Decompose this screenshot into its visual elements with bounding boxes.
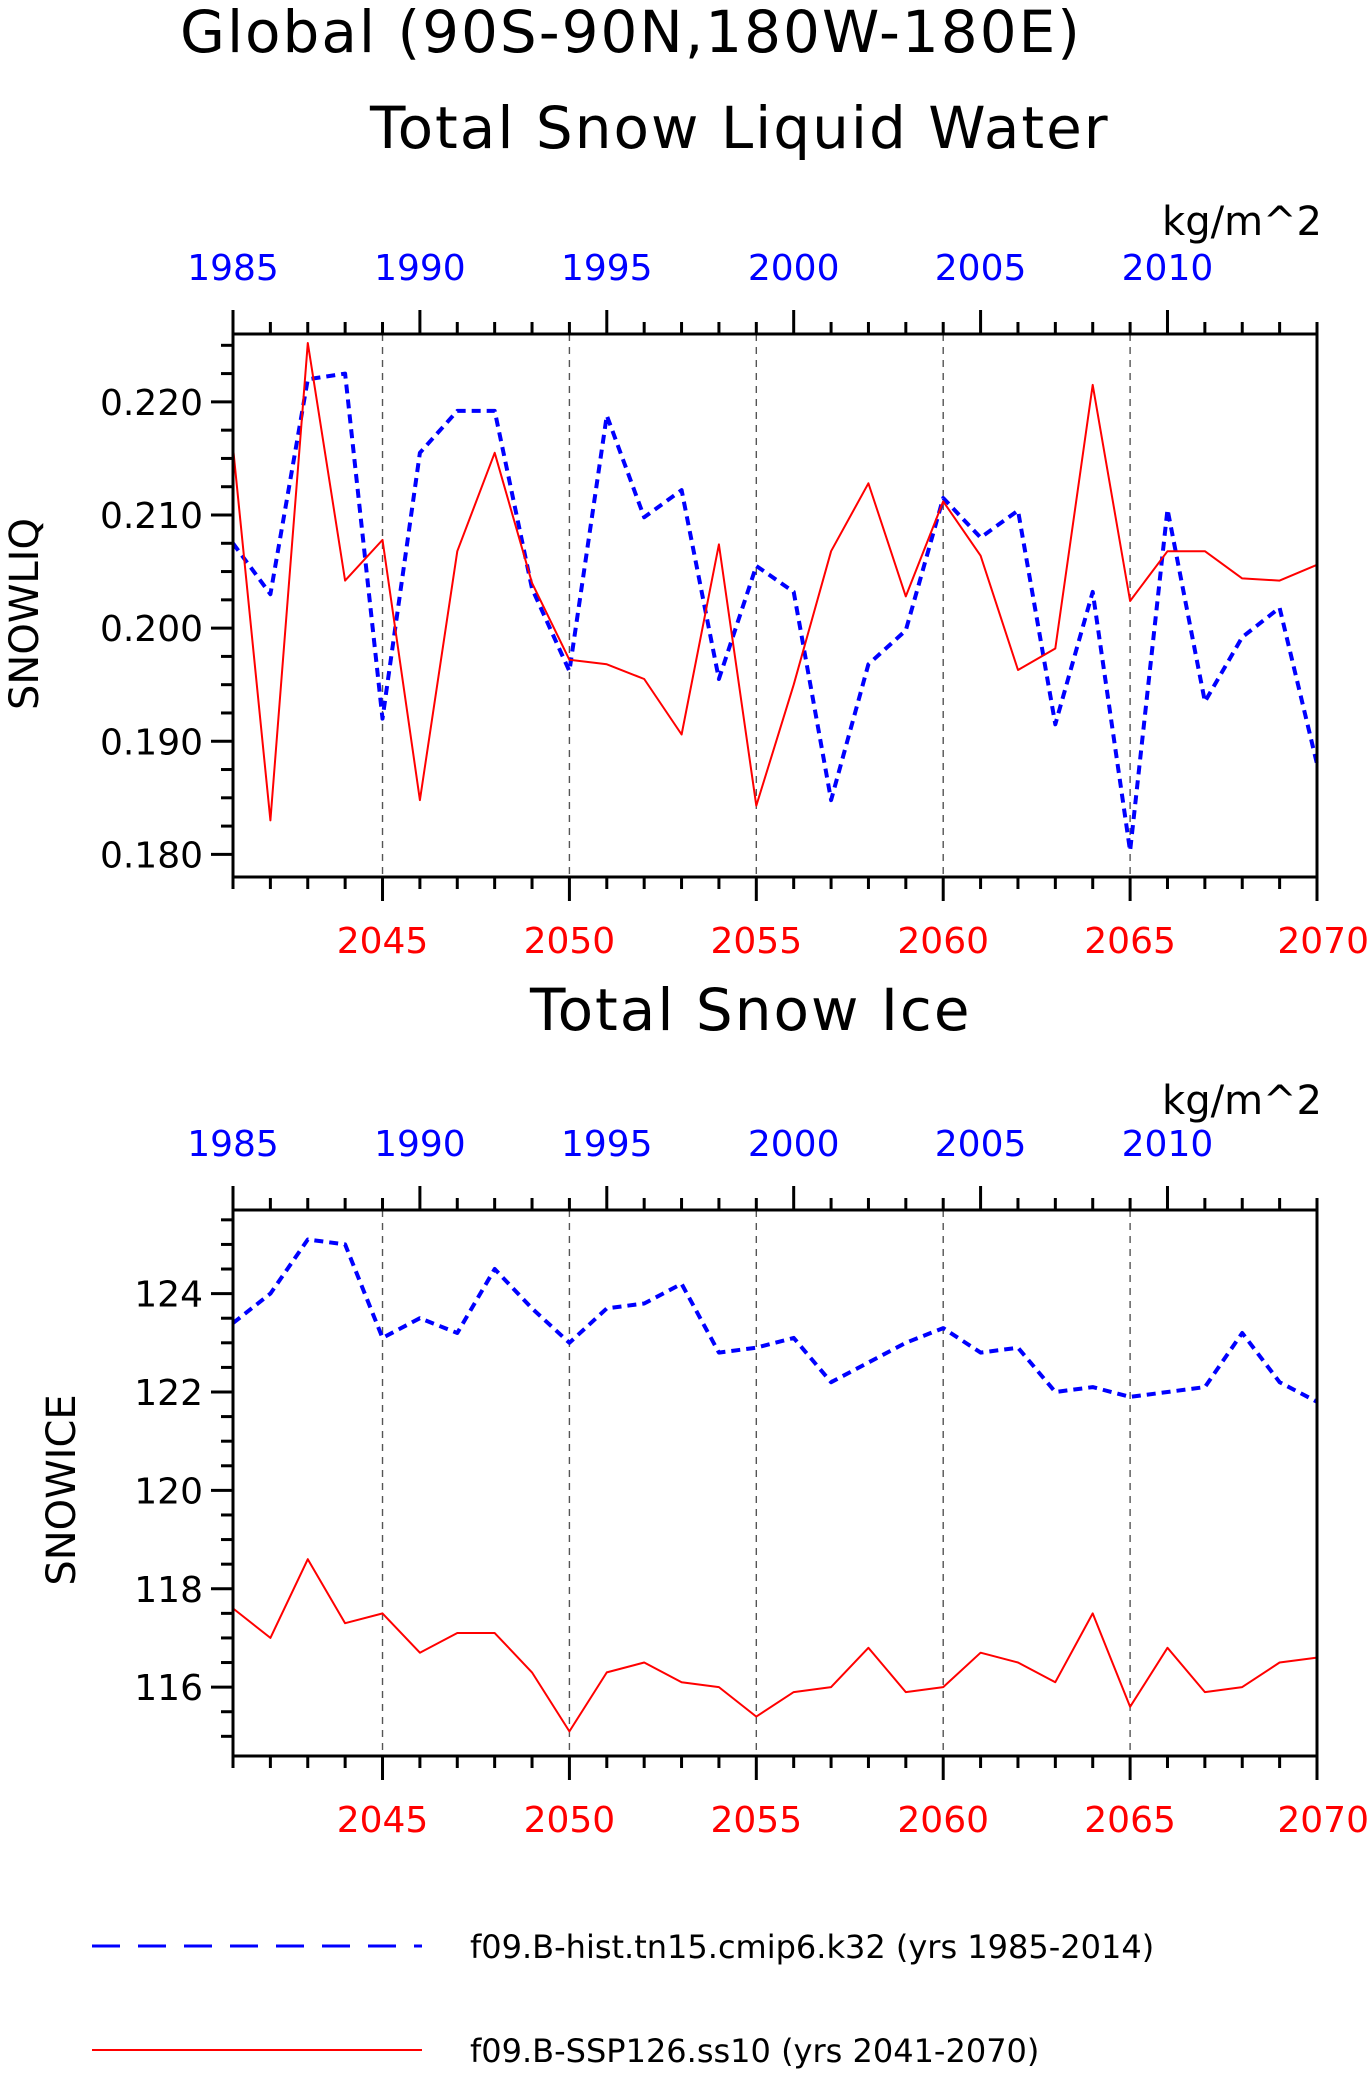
- vertical-grid: [381, 334, 1131, 877]
- y-tick-label: 124: [134, 1275, 203, 1316]
- bottom-tick-label: 2065: [1084, 1800, 1176, 1841]
- bottom-tick-label: 2055: [710, 921, 802, 962]
- y-axis-label: SNOWLIQ: [2, 518, 48, 710]
- top-tick-label: 2005: [935, 248, 1027, 289]
- top-tick-label: 1985: [187, 248, 279, 289]
- y-tick-label: 0.180: [100, 835, 203, 876]
- y-tick-label: 120: [134, 1471, 203, 1512]
- series-layer: [231, 1237, 1318, 1733]
- legend-label-ssp: f09.B-SSP126.ss10 (yrs 2041-2070): [470, 2032, 1039, 2070]
- bottom-tick-label: 2045: [337, 1800, 429, 1841]
- y-axis-label: SNOWICE: [39, 1394, 85, 1585]
- y-tick-label: 0.190: [100, 722, 203, 763]
- top-tick-label: 1995: [561, 1124, 653, 1165]
- y-tick-label: 122: [134, 1373, 203, 1414]
- series-line-hist: [231, 1237, 1318, 1404]
- chart-panel-snowliq: Total Snow Liquid Water kg/m^2 SNOWLIQ 0…: [2, 94, 1369, 962]
- plot-frame: [231, 332, 1319, 879]
- series-line-ssp: [232, 1558, 1318, 1733]
- y-tick-label: 116: [134, 1668, 203, 1709]
- y-tick-label: 0.210: [100, 496, 203, 537]
- chart-panel-snowice: Total Snow Ice kg/m^2 SNOWICE 1161181201…: [39, 976, 1369, 1841]
- tick-marks: [211, 1186, 1319, 1780]
- top-tick-label: 1990: [374, 1124, 466, 1165]
- bottom-axis-tick-labels: 2045 2050 2055 2060 2065 2070: [337, 921, 1369, 962]
- y-tick-label: 0.200: [100, 609, 203, 650]
- top-tick-label: 2005: [935, 1124, 1027, 1165]
- bottom-tick-label: 2050: [524, 1800, 616, 1841]
- chart-title: Total Snow Liquid Water: [369, 94, 1110, 162]
- top-tick-label: 1985: [187, 1124, 279, 1165]
- top-tick-label: 1990: [374, 248, 466, 289]
- top-tick-label: 2010: [1122, 248, 1214, 289]
- bottom-axis-tick-labels: 2045 2050 2055 2060 2065 2070: [337, 1800, 1369, 1841]
- top-axis-tick-labels: 1985 1990 1995 2000 2005 2010: [187, 1124, 1213, 1165]
- y-tick-labels: 116 118 120 122 124: [134, 1275, 203, 1710]
- legend: f09.B-hist.tn15.cmip6.k32 (yrs 1985-2014…: [92, 1928, 1154, 2070]
- legend-label-hist: f09.B-hist.tn15.cmip6.k32 (yrs 1985-2014…: [470, 1928, 1154, 1966]
- bottom-tick-label: 2070: [1277, 1800, 1369, 1841]
- page-title: Global (90S-90N,180W-180E): [180, 0, 1082, 66]
- top-tick-label: 1995: [561, 248, 653, 289]
- units-label: kg/m^2: [1162, 199, 1322, 245]
- bottom-tick-label: 2060: [897, 1800, 989, 1841]
- top-axis-tick-labels: 1985 1990 1995 2000 2005 2010: [187, 248, 1213, 289]
- units-label: kg/m^2: [1162, 1078, 1322, 1124]
- bottom-tick-label: 2045: [337, 921, 429, 962]
- y-tick-label: 118: [134, 1570, 203, 1611]
- vertical-grid: [381, 1210, 1131, 1756]
- plot-frame: [231, 1208, 1319, 1758]
- tick-marks: [211, 310, 1319, 901]
- bottom-tick-label: 2050: [524, 921, 616, 962]
- top-tick-label: 2010: [1122, 1124, 1214, 1165]
- series-line-ssp: [232, 342, 1318, 822]
- bottom-tick-label: 2060: [897, 921, 989, 962]
- series-layer: [231, 342, 1319, 853]
- top-tick-label: 2000: [748, 1124, 840, 1165]
- top-tick-label: 2000: [748, 248, 840, 289]
- y-tick-label: 0.220: [100, 383, 203, 424]
- chart-title: Total Snow Ice: [529, 976, 972, 1044]
- series-line-hist: [231, 371, 1319, 853]
- bottom-tick-label: 2065: [1084, 921, 1176, 962]
- y-tick-labels: 0.180 0.190 0.200 0.210 0.220: [100, 383, 203, 877]
- bottom-tick-label: 2070: [1277, 921, 1369, 962]
- bottom-tick-label: 2055: [710, 1800, 802, 1841]
